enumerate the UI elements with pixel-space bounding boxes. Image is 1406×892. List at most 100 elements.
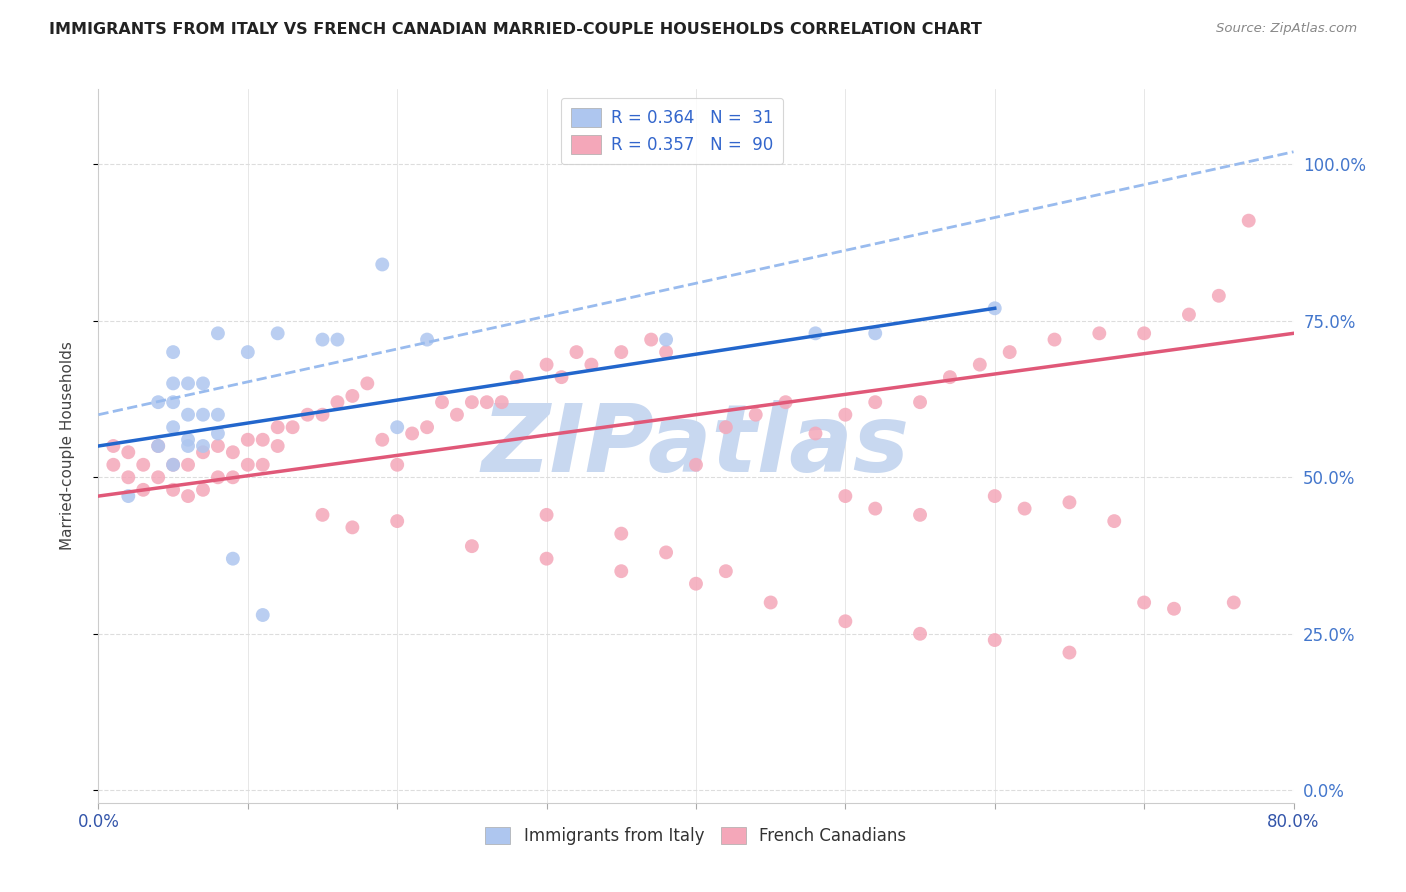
Point bbox=[252, 458, 274, 472]
Point bbox=[1133, 326, 1156, 341]
Point bbox=[222, 470, 245, 484]
Point bbox=[1088, 326, 1111, 341]
Point bbox=[1237, 213, 1260, 227]
Point bbox=[536, 551, 558, 566]
Point bbox=[162, 458, 184, 472]
Point bbox=[207, 326, 229, 341]
Point bbox=[1059, 495, 1081, 509]
Point bbox=[475, 395, 498, 409]
Point bbox=[610, 526, 633, 541]
Point bbox=[207, 470, 229, 484]
Point bbox=[984, 489, 1007, 503]
Point bbox=[1059, 646, 1081, 660]
Point bbox=[191, 445, 214, 459]
Point bbox=[236, 433, 259, 447]
Point bbox=[610, 564, 633, 578]
Point bbox=[148, 439, 170, 453]
Point bbox=[207, 439, 229, 453]
Point bbox=[655, 333, 678, 347]
Text: ZIPatlas: ZIPatlas bbox=[482, 400, 910, 492]
Text: IMMIGRANTS FROM ITALY VS FRENCH CANADIAN MARRIED-COUPLE HOUSEHOLDS CORRELATION C: IMMIGRANTS FROM ITALY VS FRENCH CANADIAN… bbox=[49, 22, 981, 37]
Point bbox=[1014, 501, 1036, 516]
Point bbox=[1223, 595, 1246, 609]
Point bbox=[834, 614, 856, 628]
Point bbox=[775, 395, 797, 409]
Point bbox=[162, 345, 184, 359]
Point bbox=[908, 395, 931, 409]
Point bbox=[162, 458, 184, 472]
Point bbox=[117, 470, 139, 484]
Point bbox=[191, 483, 214, 497]
Point bbox=[311, 508, 333, 522]
Point bbox=[148, 439, 170, 453]
Point bbox=[984, 633, 1007, 648]
Point bbox=[491, 395, 513, 409]
Point bbox=[834, 489, 856, 503]
Point bbox=[162, 483, 184, 497]
Point bbox=[356, 376, 378, 391]
Point bbox=[191, 408, 214, 422]
Point bbox=[640, 333, 662, 347]
Point bbox=[252, 607, 274, 622]
Point bbox=[252, 433, 274, 447]
Point bbox=[222, 445, 245, 459]
Point bbox=[148, 395, 170, 409]
Point bbox=[461, 395, 484, 409]
Point bbox=[281, 420, 304, 434]
Point bbox=[685, 576, 707, 591]
Point bbox=[536, 358, 558, 372]
Point bbox=[177, 439, 200, 453]
Point bbox=[908, 627, 931, 641]
Point bbox=[865, 326, 887, 341]
Point bbox=[834, 408, 856, 422]
Point bbox=[984, 301, 1007, 316]
Point bbox=[342, 389, 364, 403]
Point bbox=[536, 508, 558, 522]
Legend: Immigrants from Italy, French Canadians: Immigrants from Italy, French Canadians bbox=[479, 820, 912, 852]
Point bbox=[655, 345, 678, 359]
Point bbox=[416, 333, 439, 347]
Point bbox=[236, 458, 259, 472]
Point bbox=[430, 395, 453, 409]
Point bbox=[236, 345, 259, 359]
Point bbox=[581, 358, 603, 372]
Point bbox=[177, 458, 200, 472]
Point bbox=[117, 445, 139, 459]
Point bbox=[311, 408, 333, 422]
Point bbox=[908, 508, 931, 522]
Point bbox=[371, 433, 394, 447]
Point bbox=[565, 345, 588, 359]
Point bbox=[103, 439, 125, 453]
Point bbox=[148, 470, 170, 484]
Point bbox=[177, 408, 200, 422]
Point bbox=[177, 433, 200, 447]
Point bbox=[177, 376, 200, 391]
Point bbox=[714, 420, 737, 434]
Point bbox=[610, 345, 633, 359]
Point bbox=[342, 520, 364, 534]
Point bbox=[1104, 514, 1126, 528]
Point bbox=[416, 420, 439, 434]
Point bbox=[371, 257, 394, 271]
Point bbox=[267, 326, 290, 341]
Point bbox=[804, 326, 827, 341]
Point bbox=[267, 439, 290, 453]
Point bbox=[461, 539, 484, 553]
Point bbox=[685, 458, 707, 472]
Point bbox=[401, 426, 423, 441]
Point bbox=[506, 370, 529, 384]
Point bbox=[385, 514, 409, 528]
Text: Source: ZipAtlas.com: Source: ZipAtlas.com bbox=[1216, 22, 1357, 36]
Point bbox=[311, 333, 333, 347]
Point bbox=[191, 376, 214, 391]
Point bbox=[207, 426, 229, 441]
Point bbox=[969, 358, 991, 372]
Point bbox=[326, 395, 349, 409]
Point bbox=[865, 395, 887, 409]
Point bbox=[804, 426, 827, 441]
Y-axis label: Married-couple Households: Married-couple Households bbox=[60, 342, 75, 550]
Point bbox=[207, 408, 229, 422]
Point bbox=[267, 420, 290, 434]
Point bbox=[446, 408, 468, 422]
Point bbox=[655, 545, 678, 559]
